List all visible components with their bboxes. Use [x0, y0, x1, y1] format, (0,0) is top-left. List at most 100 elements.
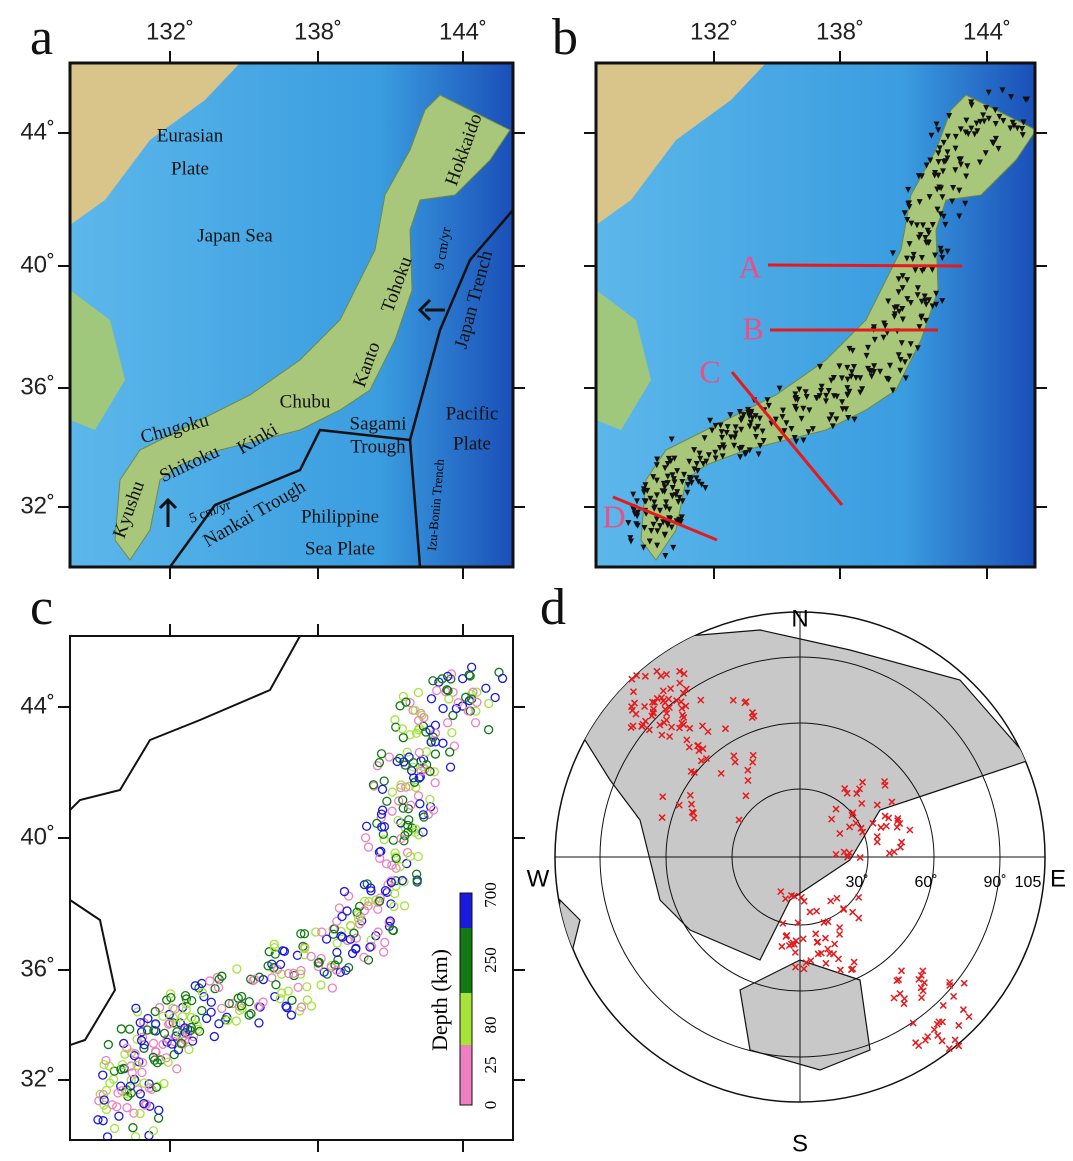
event: [100, 1096, 108, 1104]
event: [383, 797, 391, 805]
place-label: Plate: [453, 433, 491, 454]
direction: E: [1050, 865, 1066, 892]
event: [136, 1110, 144, 1118]
event: [431, 750, 439, 758]
event: [439, 739, 447, 747]
event: [448, 729, 456, 737]
event: [333, 948, 341, 956]
figure: Eurasian Plate Japan Sea Hokkaido Tohoku…: [0, 0, 1073, 1156]
map-c: [70, 636, 507, 1141]
lat-tick-label: 36˚: [20, 373, 55, 400]
profile-label: A: [738, 248, 761, 284]
legend-tick-label: 250: [481, 947, 500, 973]
place-label: Trough: [350, 436, 406, 457]
event: [378, 750, 386, 758]
event: [294, 983, 302, 991]
event: [140, 1079, 148, 1087]
event: [247, 1010, 255, 1018]
event: [111, 1124, 119, 1132]
event: [380, 948, 388, 956]
map-b: [596, 63, 1036, 567]
event: [433, 686, 441, 694]
event: [405, 816, 413, 824]
event: [317, 981, 325, 989]
event: [468, 663, 476, 671]
legend-title: Depth (km): [427, 949, 452, 1051]
event: [215, 1020, 223, 1028]
event: [318, 928, 326, 936]
place-label: Japan Sea: [197, 225, 273, 246]
event: [362, 834, 370, 842]
legend-tick-label: 80: [481, 1017, 500, 1034]
profile-label: D: [602, 498, 625, 534]
depth-colorbar: [460, 893, 472, 1105]
event: [272, 981, 280, 989]
place-label: Plate: [171, 158, 209, 179]
event: [149, 1039, 157, 1047]
event: [365, 843, 373, 851]
event: [123, 1104, 131, 1112]
event: [233, 965, 241, 973]
event: [173, 1065, 181, 1073]
event: [389, 836, 397, 844]
lon-tick-label: 138˚: [816, 18, 864, 45]
legend-tick-label: 25: [481, 1057, 500, 1074]
event: [388, 788, 396, 796]
event: [379, 785, 387, 793]
place-label: Chubu: [280, 391, 331, 412]
event: [414, 688, 422, 696]
event: [347, 922, 355, 930]
event: [396, 702, 404, 710]
lat-tick-label: 36˚: [20, 955, 55, 982]
event: [485, 699, 493, 707]
legend-tick-label: 0: [481, 1101, 500, 1110]
event: [383, 860, 391, 868]
event: [399, 734, 407, 742]
lat-tick-label: 32˚: [20, 1065, 55, 1092]
event: [391, 890, 399, 898]
event: [414, 792, 422, 800]
event: [287, 1011, 295, 1019]
panel-letter: b: [552, 9, 578, 66]
event: [403, 748, 411, 756]
event: [444, 719, 452, 727]
event: [245, 998, 253, 1006]
event: [346, 935, 354, 943]
event: [155, 1114, 163, 1122]
event: [129, 1124, 137, 1132]
event: [447, 763, 455, 771]
event: [363, 822, 371, 830]
place-label: Eurasian: [157, 125, 224, 146]
event: [413, 870, 421, 878]
event: [210, 1033, 218, 1041]
event: [149, 1127, 157, 1135]
ring-label: 90˚: [983, 874, 1006, 891]
panel-letter: d: [540, 579, 566, 636]
direction: W: [527, 865, 550, 892]
ring-label: 30˚: [845, 874, 868, 891]
event: [414, 853, 422, 861]
place-label: Sea Plate: [305, 538, 375, 559]
place-label: Pacific: [446, 403, 499, 424]
event: [482, 684, 490, 692]
event: [115, 1112, 123, 1120]
event: [350, 929, 358, 937]
event: [207, 998, 215, 1006]
event: [145, 1131, 153, 1139]
lat-tick-label: 40˚: [20, 251, 55, 278]
event: [155, 1106, 163, 1114]
event: [206, 977, 214, 985]
event: [380, 777, 388, 785]
event: [117, 1025, 125, 1033]
event: [385, 753, 393, 761]
panel-letter: c: [30, 579, 53, 636]
lat-tick-label: 44˚: [20, 692, 55, 719]
event: [439, 705, 447, 713]
lat-tick-label: 32˚: [20, 492, 55, 519]
event: [401, 902, 409, 910]
event: [198, 1007, 206, 1015]
lon-tick-label: 144˚: [439, 18, 487, 45]
event: [218, 1004, 226, 1012]
event: [405, 753, 413, 761]
event: [333, 917, 341, 925]
